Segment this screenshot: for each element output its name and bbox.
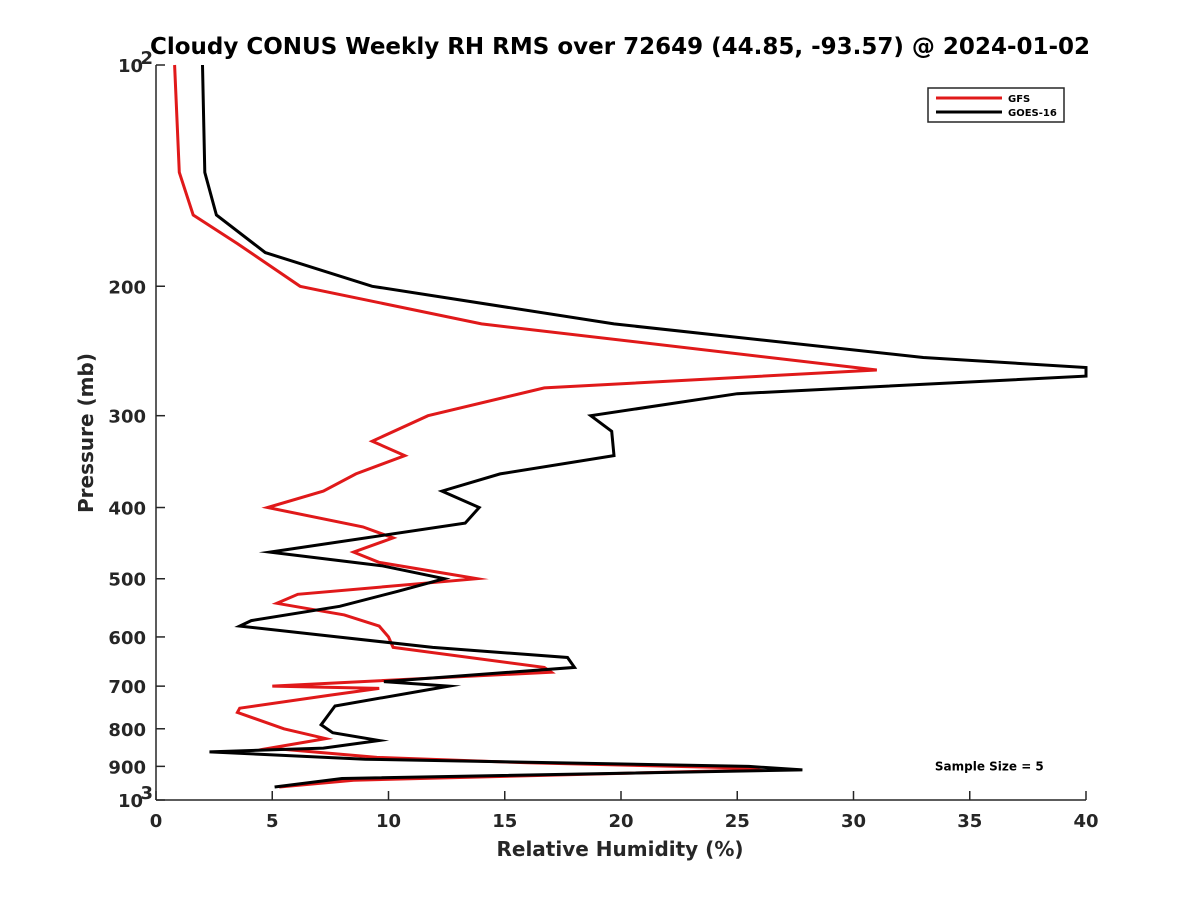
y-tick-label: 200 <box>108 277 146 298</box>
y-tick-exponent: 2 <box>140 48 153 69</box>
annotation-sample-size: Sample Size = 5 <box>935 759 1044 773</box>
y-tick-label: 10 <box>118 56 143 77</box>
plot-area: 0 5 10 15 20 25 30 35 40102200300400500600700800… <box>108 48 1098 832</box>
x-tick-label: 5 <box>266 811 279 832</box>
x-tick-label: 40 <box>1073 811 1098 832</box>
y-tick-label: 900 <box>108 757 146 778</box>
y-axis-label: Pressure (mb) <box>74 353 98 513</box>
x-tick-label: 25 <box>725 811 750 832</box>
legend-label: GOES-16 <box>1008 108 1057 119</box>
x-axis-label: Relative Humidity (%) <box>496 837 743 861</box>
chart-title: Cloudy CONUS Weekly RH RMS over 72649 (4… <box>150 34 1090 60</box>
x-tick-label: 0 <box>150 811 163 832</box>
y-tick-label: 800 <box>108 720 146 741</box>
y-tick-label: 10 <box>118 791 143 812</box>
x-tick-label: 30 <box>841 811 866 832</box>
y-tick-label: 600 <box>108 628 146 649</box>
x-tick-label: 10 <box>376 811 401 832</box>
x-tick-label: 35 <box>957 811 982 832</box>
legend-box <box>927 87 1065 123</box>
y-tick-label: 500 <box>108 570 146 591</box>
x-tick-label: 20 <box>608 811 633 832</box>
legend: GFS GOES-16 <box>927 87 1065 123</box>
y-tick-label: 400 <box>108 499 146 520</box>
y-tick-label: 700 <box>108 677 146 698</box>
y-tick-exponent: 3 <box>140 783 153 804</box>
series-line-goes-16 <box>201 64 1088 789</box>
series-line-gfs <box>173 64 877 789</box>
legend-label: GFS <box>1008 94 1030 105</box>
x-tick-label: 15 <box>492 811 517 832</box>
y-tick-label: 300 <box>108 407 146 428</box>
